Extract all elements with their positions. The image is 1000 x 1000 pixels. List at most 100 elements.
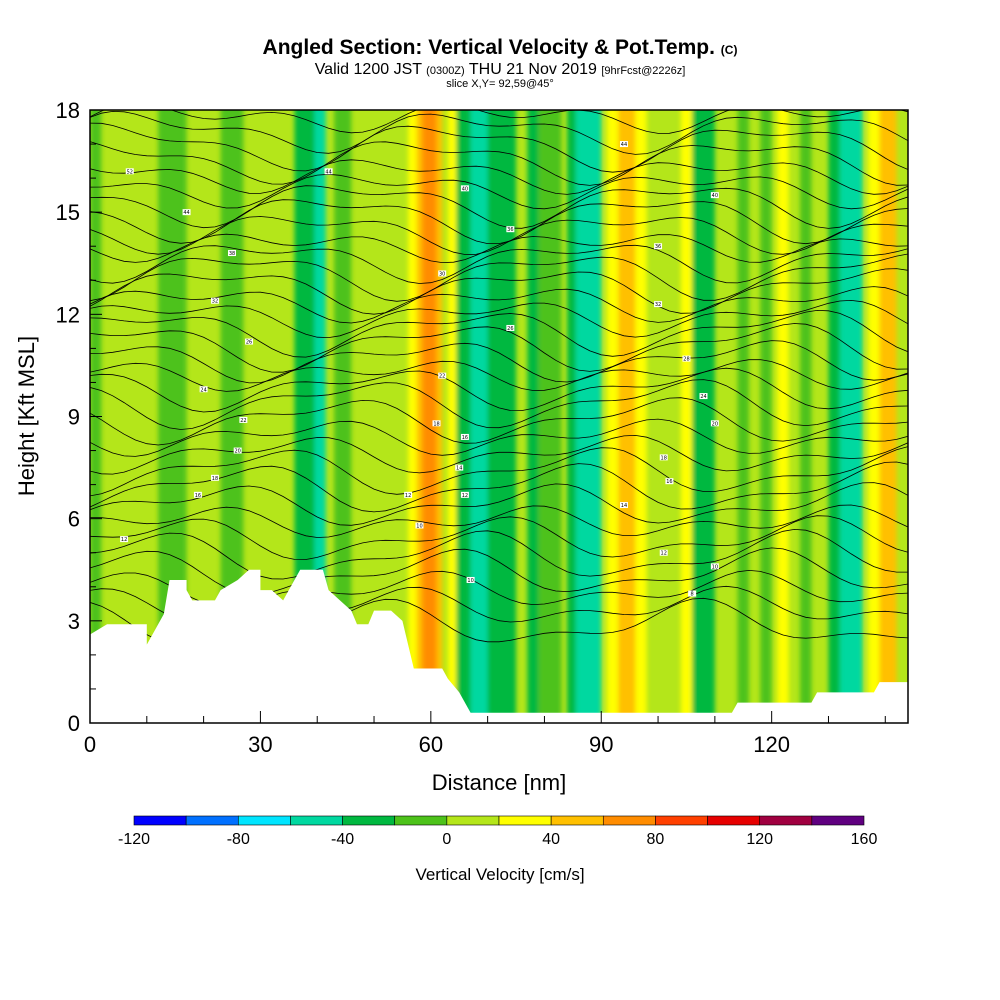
colorbar-swatch (446, 815, 500, 826)
plot-area: 52 44 38 32 26 24 22 20 18 16 12 44 40 36 30 26 22 18 16 14… (90, 110, 908, 723)
velocity-band (680, 110, 693, 723)
isentrope-line (90, 340, 908, 384)
contour-label: 32 (212, 299, 218, 305)
velocity-band (839, 110, 863, 723)
contour-label-bg (228, 250, 237, 257)
contour-label: 36 (507, 227, 513, 233)
contour-label-bg (654, 243, 663, 250)
x-axis: 0 30 60 90 120 (84, 711, 886, 757)
contour-label-bg (460, 491, 469, 498)
colorbar-tick-label: 120 (746, 831, 773, 848)
contour-label: 18 (661, 455, 667, 461)
isentrope-line (90, 185, 908, 229)
contour-label: 44 (183, 210, 189, 216)
contour-label: 38 (229, 251, 235, 257)
contour-label: 24 (700, 394, 706, 400)
colorbar-swatch (707, 815, 761, 826)
velocity-band (314, 110, 326, 723)
contour-label-bg (659, 549, 668, 556)
contour-label: 30 (439, 271, 445, 277)
colorbar-swatch (185, 815, 239, 826)
chart-subtitle: Valid 1200 JST (0300Z) THU 21 Nov 2019 [… (0, 61, 1000, 79)
velocity-band (879, 110, 897, 723)
y-tick-label: 3 (68, 609, 80, 634)
contour-label: 8 (691, 592, 694, 598)
isentrope-line (90, 233, 908, 264)
contour-label: 10 (416, 523, 422, 529)
x-tick-label: 60 (419, 732, 443, 757)
y-axis: 0 3 6 9 12 15 18 (56, 98, 102, 736)
colorbar-tick-label: 40 (542, 831, 560, 848)
velocity-band (487, 110, 517, 723)
velocity-band (408, 110, 417, 723)
colorbar-swatch (290, 815, 343, 826)
contour-label: 12 (462, 493, 468, 499)
valid-utc: (0300Z) (426, 65, 465, 77)
velocity-band (692, 110, 715, 723)
isentrope-line (90, 359, 908, 392)
x-tick-label: 120 (753, 732, 790, 757)
contour-label: 12 (405, 493, 411, 499)
contour-label-bg (432, 420, 441, 427)
chart-title: Angled Section: Vertical Velocity & Pot.… (0, 36, 1000, 60)
contour-label-bg (688, 590, 697, 597)
contour-label: 20 (235, 449, 241, 455)
units-tag: (C) (720, 43, 738, 57)
contour-label-bg (710, 563, 719, 570)
isentrope-line (90, 309, 908, 358)
colorbar-tick-label: 80 (647, 831, 665, 848)
isentrope-line (90, 515, 908, 560)
colorbar-title: Vertical Velocity [cm/s] (415, 865, 584, 884)
colorbar-swatch (133, 815, 187, 826)
contour-label-bg (654, 301, 663, 308)
contour-label-bg (120, 536, 129, 543)
isentrope-line (90, 173, 908, 210)
isentrope-line (90, 367, 908, 413)
isentrope-line (90, 323, 908, 373)
x-axis-label: Distance [nm] (432, 770, 567, 795)
contour-label: 16 (195, 493, 201, 499)
colorbar-swatch (342, 815, 396, 826)
isentrope-contours: 52 44 38 32 26 24 22 20 18 16 12 44 40 36 30 26 22 18 16 14… (90, 110, 908, 646)
velocity-band (575, 110, 602, 723)
velocity-band (760, 110, 772, 723)
contour-label-bg (710, 192, 719, 199)
contour-label-bg (125, 168, 134, 175)
contour-label-bg (619, 141, 628, 148)
isentrope-line (90, 434, 908, 475)
isentrope-line (90, 418, 908, 457)
isentrope-line (90, 253, 908, 302)
chart-title-main: Angled Section: Vertical Velocity & Pot.… (262, 36, 715, 59)
contour-label: 12 (661, 551, 667, 557)
isentrope-line (90, 199, 908, 245)
contour-label-bg (455, 464, 464, 471)
contour-label: 22 (240, 418, 246, 424)
y-tick-label: 15 (56, 200, 80, 225)
contour-label-bg (466, 576, 475, 583)
contour-label-bg (438, 270, 447, 277)
contour-label-bg (460, 433, 469, 440)
velocity-band (800, 110, 812, 723)
contour-label-bg (324, 168, 333, 175)
velocity-band (618, 110, 636, 723)
valid-date: THU 21 Nov 2019 (468, 61, 597, 78)
isentrope-line (90, 482, 908, 526)
velocity-band (567, 110, 576, 723)
contour-label: 36 (655, 244, 661, 250)
contour-label: 16 (462, 435, 468, 441)
contour-label-bg (665, 478, 674, 485)
contour-label-bg (404, 491, 413, 498)
colorbar-tick-label: 160 (851, 831, 878, 848)
contour-label-bg (199, 386, 208, 393)
contour-label: 18 (212, 476, 218, 482)
y-tick-label: 9 (68, 405, 80, 430)
contour-label-bg (506, 226, 515, 233)
contour-label-bg (659, 454, 668, 461)
isentrope-line (90, 122, 908, 173)
forecast-tag: [9hrFcst@2226z] (601, 65, 686, 77)
isentrope-line (90, 244, 908, 284)
isentrope-line (90, 286, 908, 324)
isentrope-line (90, 461, 908, 513)
velocity-band (447, 110, 457, 723)
colorbar-swatch (655, 815, 708, 826)
